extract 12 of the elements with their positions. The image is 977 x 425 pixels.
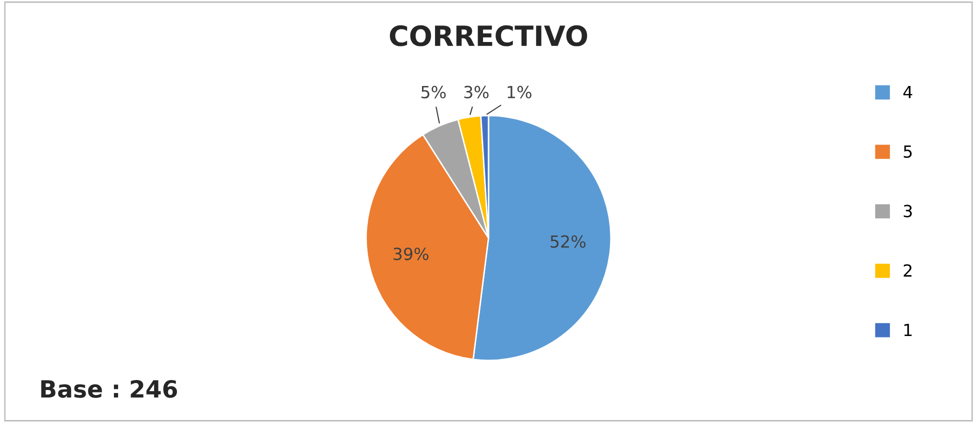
data-label: 39% <box>394 248 428 260</box>
legend-label: 2 <box>904 264 912 277</box>
text: Base : 246 <box>41 380 177 398</box>
legend-label: 1 <box>904 324 912 336</box>
data-label: 1% <box>508 86 532 98</box>
data-label: 3% <box>464 86 489 98</box>
data-label: 52% <box>550 235 586 248</box>
legend-label: 4 <box>903 86 912 98</box>
legend-label: 3 <box>904 204 912 218</box>
legend-label: 5 <box>904 145 912 158</box>
data-label: 5% <box>421 86 446 98</box>
chart-title: CORRECTIVO <box>390 25 588 46</box>
